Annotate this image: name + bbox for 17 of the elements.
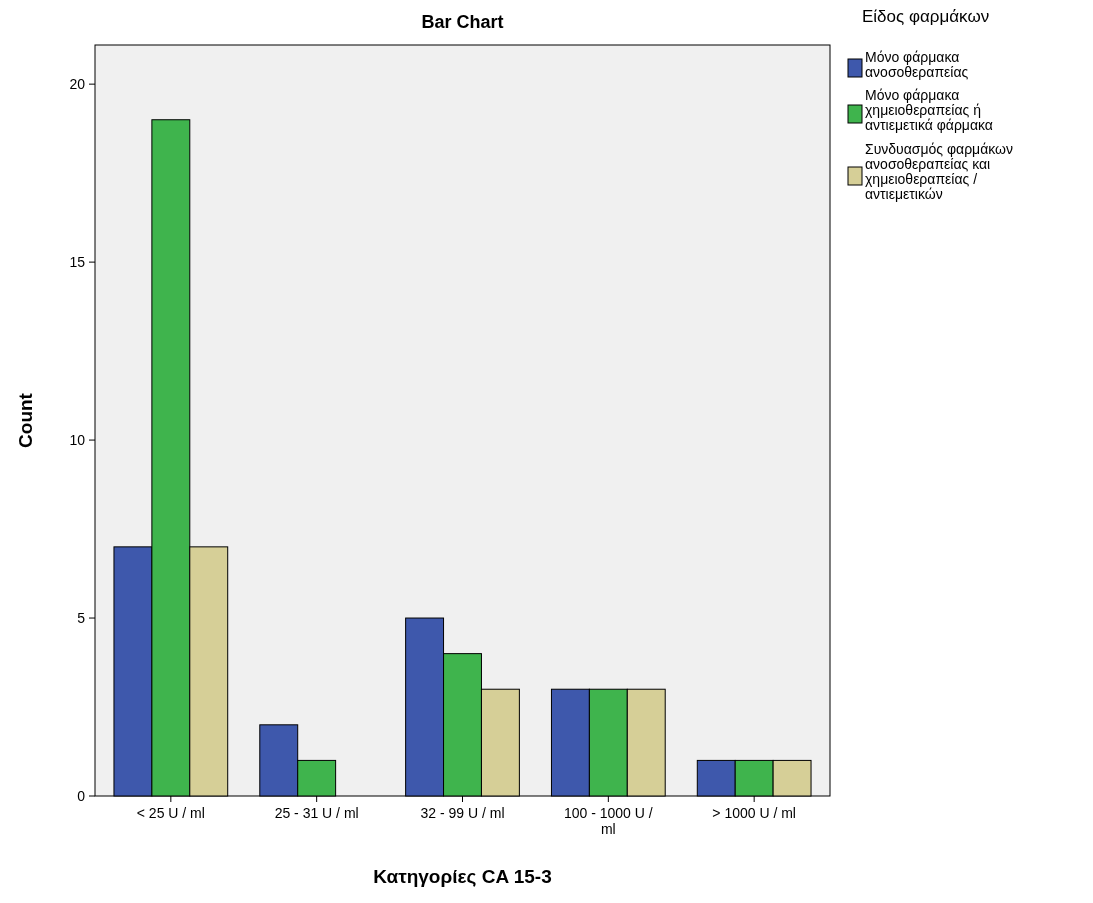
x-tick-label: 25 - 31 U / ml [274,805,359,821]
y-tick-label: 15 [69,254,86,271]
y-axis-title: Count [15,392,36,448]
x-tick-label: 100 - 1000 U / ml [563,805,653,837]
x-axis-title: Κατηγορίες CA 15-3 [373,866,552,887]
legend-label: Μόνο φάρμακα ανοσοθεραπείας [865,49,969,80]
y-tick-label: 5 [77,609,86,626]
y-tick-label: 20 [69,76,86,93]
x-tick-label: < 25 U / ml [136,805,205,821]
legend-label: Συνδυασμός φαρμάκων ανοσοθεραπείας και χημειοθεραπείας / αντιεμετικών [865,141,1014,202]
x-tick-label: > 1000 U / ml [712,805,796,821]
y-tick-label: 10 [69,431,86,448]
y-tick-label: 0 [77,787,86,804]
x-tick-label: 32 - 99 U / ml [420,805,505,821]
legend-title: Είδος φαρμάκων [862,7,990,26]
legend-label: Μόνο φάρμακα χημειοθεραπείας ή αντιεμετικά φάρμακα [865,87,993,133]
chart-title: Bar Chart [421,12,504,32]
